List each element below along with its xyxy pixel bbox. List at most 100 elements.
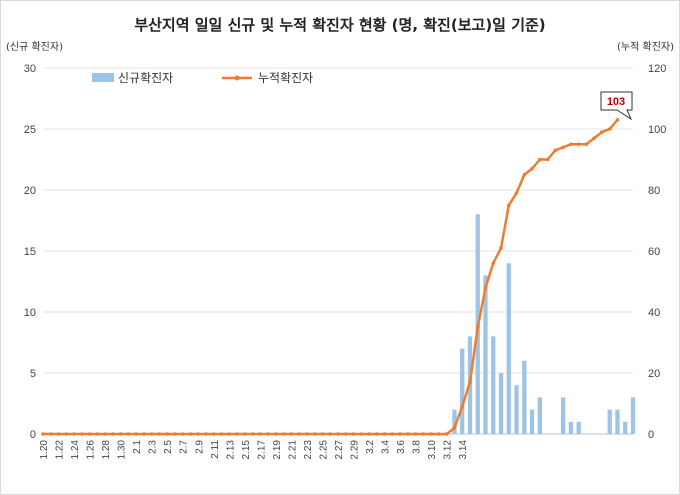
line-point <box>126 432 131 436</box>
bar <box>568 421 574 434</box>
line-point <box>483 285 488 290</box>
bar <box>514 385 519 434</box>
line-point <box>111 432 115 436</box>
line-point <box>250 432 255 436</box>
bar <box>483 275 488 434</box>
line-point <box>592 136 596 140</box>
line-point <box>468 380 472 384</box>
x-tick-label: 2.7 <box>179 440 190 454</box>
line-point <box>452 426 457 430</box>
line-point <box>227 432 232 436</box>
bar <box>498 373 504 434</box>
bar <box>491 336 496 434</box>
annotation-callout: 103 <box>600 91 633 121</box>
line-point <box>211 432 216 436</box>
line-point <box>607 127 612 131</box>
x-tick-label: 2.25 <box>318 440 329 460</box>
x-tick-label: 2.1 <box>132 440 143 454</box>
line-point <box>297 432 301 436</box>
y-right-tick-label: 40 <box>648 307 660 319</box>
line-point <box>561 145 565 150</box>
y-right-tick-label: 0 <box>648 429 654 441</box>
line-point <box>390 432 395 436</box>
x-tick-label: 2.19 <box>272 440 283 460</box>
x-tick-label: 3.2 <box>365 440 376 454</box>
line-point <box>538 157 542 162</box>
x-tick-label: 2.13 <box>225 440 236 460</box>
legend: 신규확진자 누적확진자 <box>92 71 313 85</box>
y-right-tick-label: 60 <box>648 246 660 258</box>
y-left-tick-label: 30 <box>24 63 36 75</box>
legend-swatch-marker <box>234 75 240 81</box>
line-point <box>351 432 356 436</box>
gridlines <box>43 67 633 435</box>
line-point <box>398 432 402 436</box>
line-point <box>553 148 558 153</box>
cumulative-line <box>43 119 619 436</box>
bar <box>560 397 566 434</box>
line-point <box>475 325 480 330</box>
line-point <box>320 432 325 436</box>
line-point <box>429 432 433 436</box>
y-left-tick-label: 5 <box>30 368 36 380</box>
line-point <box>421 432 426 436</box>
line-point <box>235 432 239 436</box>
y-right-tick-label: 100 <box>648 124 666 136</box>
line-point <box>499 246 503 250</box>
line-point <box>343 432 348 436</box>
x-tick-label: 3.6 <box>396 440 407 454</box>
x-tick-label: 1.26 <box>86 440 97 460</box>
x-ticks: 1.20 1.22 1.24 1.26 1.28 1.30 2.1 2.3 2.5 2.7 2.9 2… <box>39 440 469 460</box>
line-point <box>375 432 379 436</box>
y-left-tick-label: 20 <box>24 185 36 197</box>
line-point <box>530 166 534 171</box>
bar <box>623 421 628 434</box>
bar <box>630 397 636 434</box>
line-point <box>576 142 581 147</box>
bar <box>615 409 620 434</box>
line-point <box>87 432 92 436</box>
line-point <box>258 432 263 436</box>
y-right-tick-label: 80 <box>648 185 660 197</box>
line-point <box>196 432 201 436</box>
bar <box>576 421 581 434</box>
y-right-axis-title: (누적 확진자) <box>617 41 674 53</box>
x-tick-label: 2.15 <box>241 440 252 460</box>
x-tick-label: 2.11 <box>210 440 221 459</box>
bar <box>452 409 457 434</box>
x-tick-label: 2.9 <box>194 440 205 454</box>
x-tick-label: 3.4 <box>381 440 392 454</box>
line-point <box>328 432 333 436</box>
bar <box>529 409 535 434</box>
line-point <box>289 432 294 436</box>
bar <box>460 348 465 434</box>
line-point <box>367 432 371 436</box>
line-point <box>103 432 107 436</box>
line-point <box>95 432 100 436</box>
line-point <box>188 432 193 436</box>
y-right-tick-label: 120 <box>648 63 666 75</box>
x-tick-label: 2.21 <box>287 440 298 460</box>
line-point <box>64 432 69 436</box>
line-point <box>382 432 387 436</box>
x-tick-label: 2.17 <box>256 440 267 460</box>
callout-text: 103 <box>607 96 625 108</box>
x-tick-label: 2.29 <box>350 440 361 460</box>
line-point <box>134 432 138 436</box>
line-series <box>41 118 620 436</box>
y-left-ticks: 0 5 10 15 20 25 30 <box>24 63 36 441</box>
line-point <box>48 432 53 436</box>
bar <box>607 409 612 434</box>
x-tick-label: 1.30 <box>117 440 128 460</box>
line-point <box>204 432 208 436</box>
line-point <box>56 432 61 436</box>
line-point <box>274 432 278 436</box>
x-tick-label: 3.8 <box>412 440 423 454</box>
line-point <box>600 130 604 134</box>
line-point <box>80 432 84 436</box>
line-point <box>281 432 286 436</box>
x-tick-label: 2.3 <box>148 440 159 454</box>
line-point <box>491 261 496 266</box>
line-point <box>165 432 170 436</box>
